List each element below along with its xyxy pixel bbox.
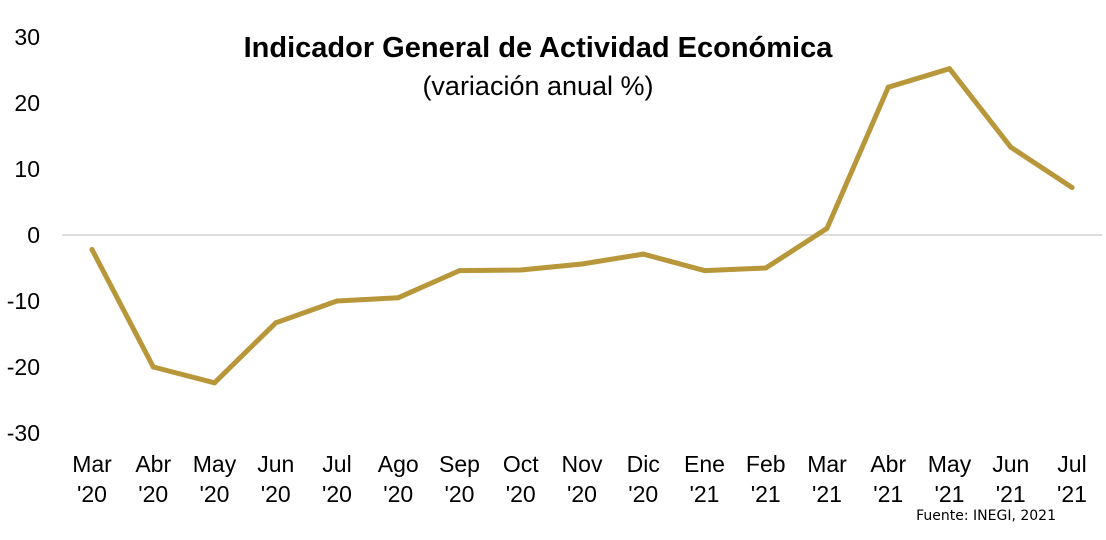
y-tick-label: -10 [7,288,40,314]
x-tick-year: '20 [322,481,352,507]
x-tick-month: Jun [992,451,1029,477]
x-tick-year: '20 [77,481,107,507]
x-tick-year: '20 [628,481,658,507]
x-tick-label: Abr '20 [135,451,171,507]
data-point [334,298,340,304]
x-tick-month: Feb [746,451,786,477]
data-point [212,380,217,386]
series-line [89,66,1075,386]
x-axis: Mar '20 Abr '20 May '20 Jun '20 Jul '20 Ago '20 Sep '… [72,451,1087,507]
x-tick-month: May [928,451,972,477]
x-tick-label: Jun '21 [992,451,1029,507]
x-tick-month: Jun [257,451,294,477]
data-point [640,251,646,257]
x-tick-year: '20 [138,481,168,507]
x-tick-month: Ago [378,451,419,477]
x-tick-year: '21 [751,481,781,507]
x-tick-year: '21 [935,481,965,507]
data-point [518,267,524,273]
x-tick-year: '21 [812,481,842,507]
data-point [89,247,95,253]
x-tick-year: '20 [506,481,536,507]
data-point [457,268,462,274]
x-tick-year: '21 [1057,481,1087,507]
data-point [702,268,707,274]
x-tick-year: '21 [690,481,720,507]
x-tick-label: May '20 [193,451,237,507]
x-tick-month: Abr [135,451,171,477]
x-tick-month: Sep [439,451,480,477]
data-point [273,320,279,326]
x-tick-label: Jun '20 [257,451,294,507]
x-tick-label: Jul '21 [1057,451,1087,507]
x-tick-label: Feb '21 [746,451,786,507]
x-tick-year: '21 [996,481,1026,507]
y-tick-label: 10 [14,156,40,182]
x-tick-month: Oct [503,451,539,477]
y-tick-label: 30 [14,24,40,50]
x-tick-label: Mar '20 [72,451,112,507]
x-tick-label: Jul '20 [322,451,352,507]
x-tick-year: '20 [261,481,291,507]
x-tick-month: Mar [72,451,112,477]
x-tick-label: Nov '20 [562,451,603,507]
x-tick-label: May '21 [928,451,972,507]
y-tick-label: 20 [14,90,40,116]
x-tick-label: Mar '21 [807,451,847,507]
x-tick-label: Ago '20 [378,451,419,507]
data-point [150,364,156,370]
x-tick-month: Abr [870,451,906,477]
x-tick-year: '20 [200,481,230,507]
data-points [89,66,1075,386]
x-tick-year: '21 [873,481,903,507]
x-tick-label: Abr '21 [870,451,906,507]
y-axis: 30 20 10 0 -10 -20 -30 [7,24,40,446]
x-tick-month: Jul [322,451,351,477]
x-tick-month: Jul [1057,451,1086,477]
x-tick-month: Dic [627,451,660,477]
data-point [824,225,830,231]
x-tick-month: Mar [807,451,847,477]
data-point [1008,144,1014,150]
x-tick-label: Ene '21 [684,451,725,507]
data-point [395,295,401,301]
data-point [579,261,585,267]
x-tick-month: Ene [684,451,725,477]
y-tick-label: -30 [7,420,40,446]
y-tick-label: -20 [7,354,40,380]
chart-subtitle: (variación anual %) [422,71,653,101]
data-point [763,265,769,271]
x-tick-year: '20 [445,481,475,507]
data-point [885,84,891,90]
data-point [947,66,952,72]
chart-title: Indicador General de Actividad Económica [244,32,834,64]
source-note: Fuente: INEGI, 2021 [916,508,1056,524]
x-tick-year: '20 [567,481,597,507]
y-tick-label: 0 [27,222,40,248]
x-tick-month: Nov [562,451,603,477]
x-tick-month: May [193,451,237,477]
x-tick-year: '20 [383,481,413,507]
x-tick-label: Oct '20 [503,451,539,507]
data-point [1069,184,1075,190]
x-tick-label: Dic '20 [627,451,660,507]
x-tick-label: Sep '20 [439,451,480,507]
